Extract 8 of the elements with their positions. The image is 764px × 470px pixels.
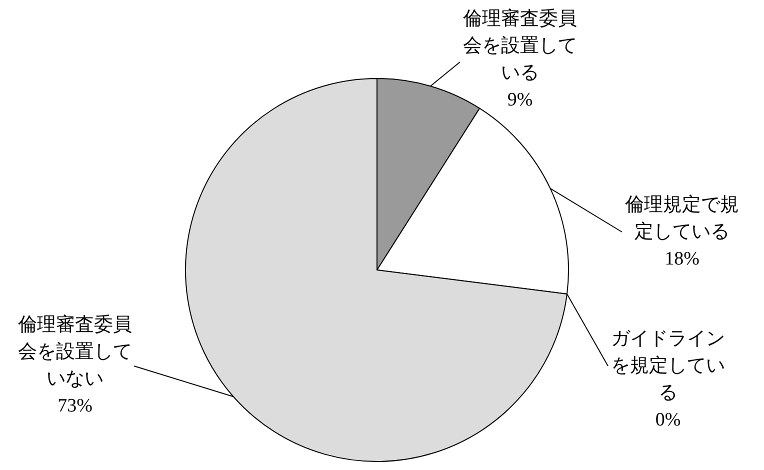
- slice-label: 倫理規定で規定している: [624, 193, 739, 242]
- data-label: 9%: [507, 89, 533, 110]
- text: 0%: [655, 409, 681, 430]
- slice-label: 倫理審査委員会を設置していない: [17, 313, 132, 390]
- slice-label: 倫理審査委員会を設置している: [462, 7, 577, 84]
- data-label: 18%: [664, 248, 700, 270]
- data-label: 73%: [58, 395, 93, 416]
- category-label: ガイドラインを規定している: [611, 328, 725, 404]
